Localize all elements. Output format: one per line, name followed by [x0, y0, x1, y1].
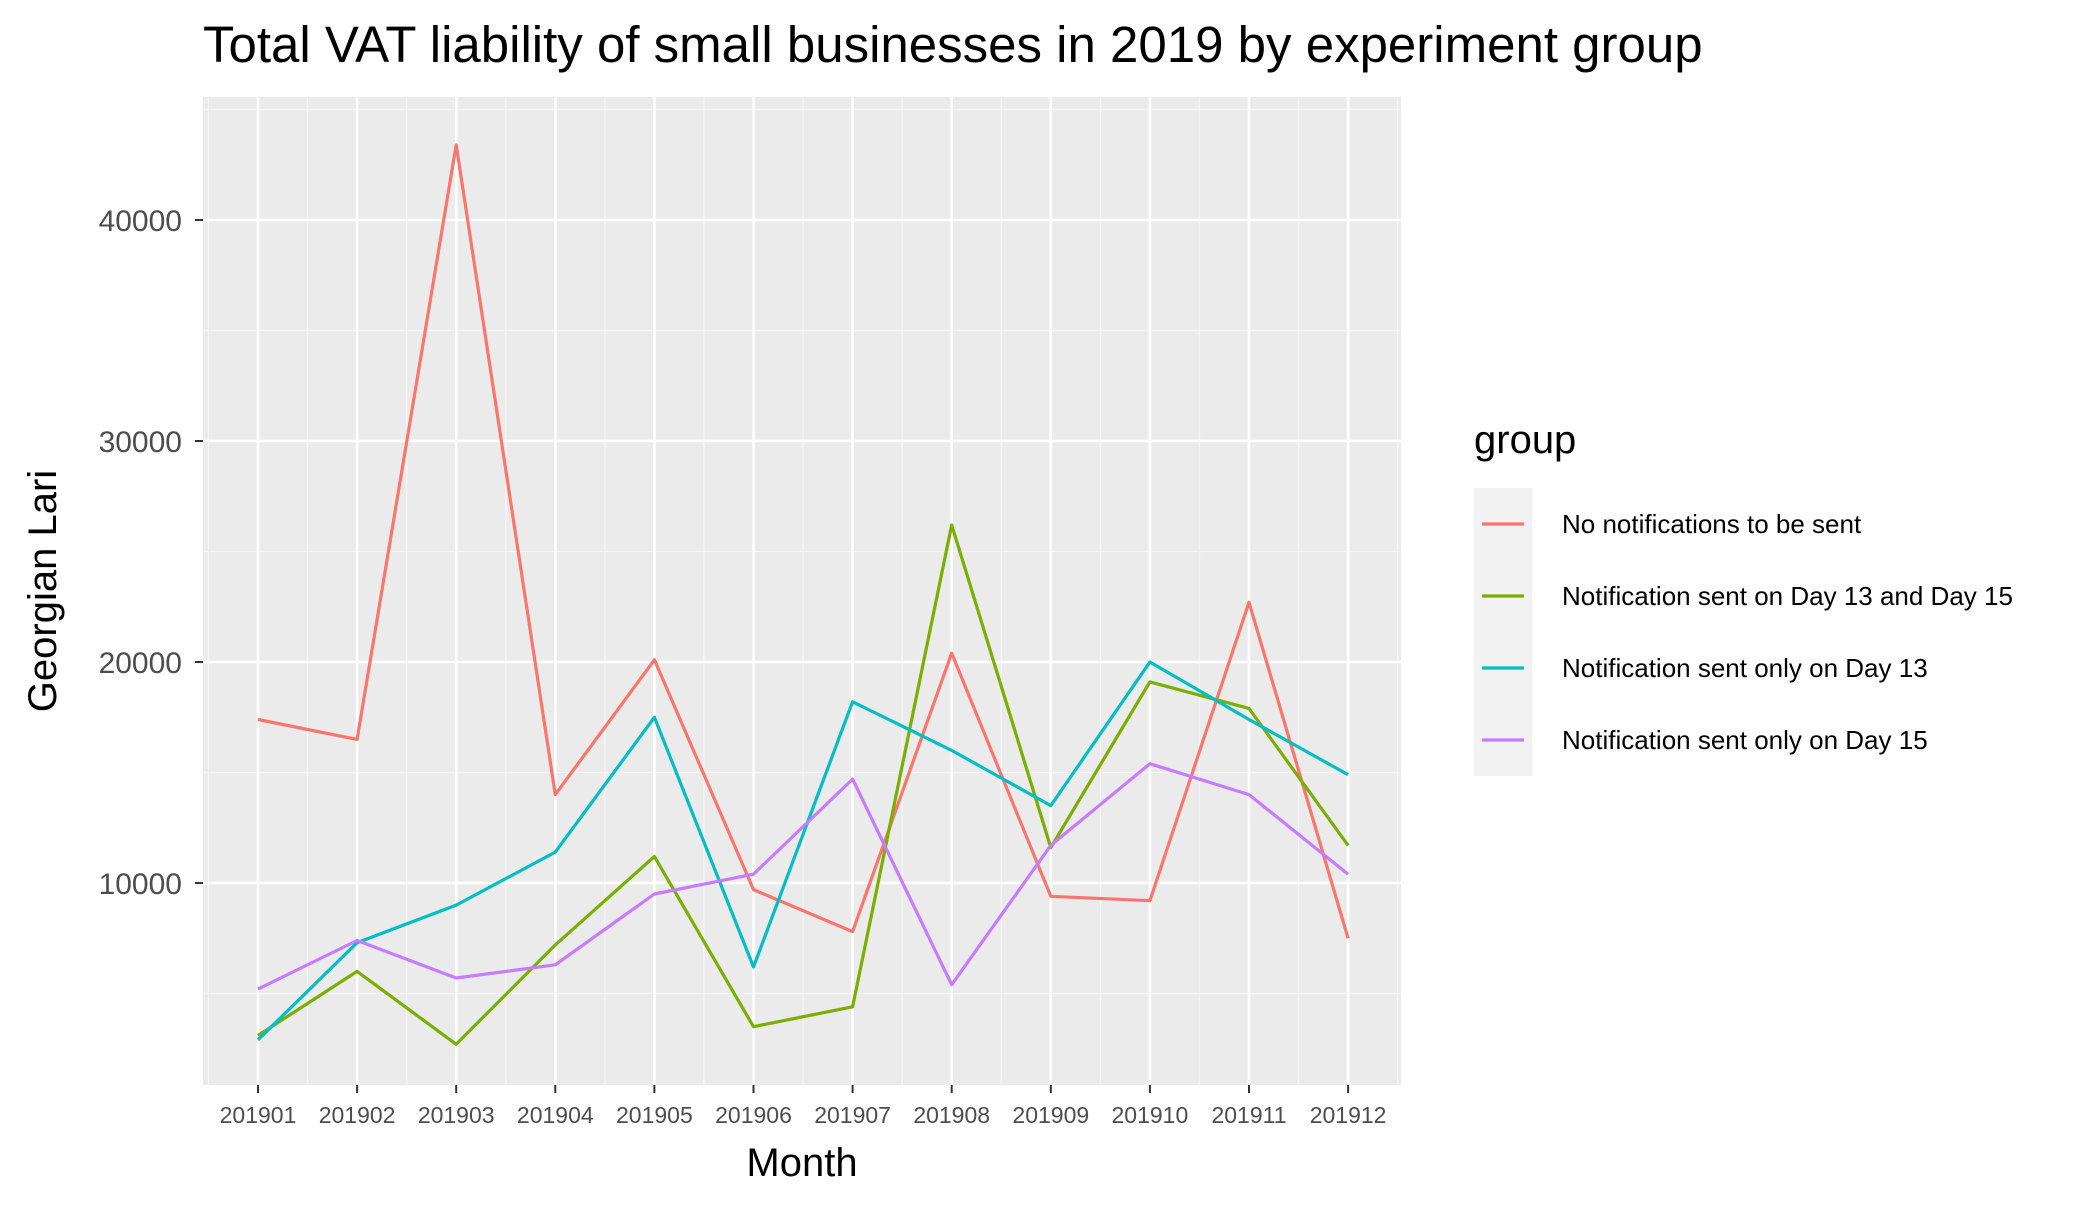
- x-tick-label: 201905: [616, 1102, 693, 1128]
- y-tick-label: 20000: [99, 647, 182, 680]
- legend-label: Notification sent on Day 13 and Day 15: [1562, 581, 2013, 611]
- legend-label: Notification sent only on Day 15: [1562, 725, 1928, 755]
- grid-minor: [203, 97, 1401, 1085]
- x-tick-label: 201904: [517, 1102, 594, 1128]
- x-axis: 201901 201902 201903 201904 201905 201906 2019…: [220, 1085, 1387, 1128]
- x-tick-label: 201906: [715, 1102, 792, 1128]
- series-line: [256, 660, 1349, 1042]
- x-axis-title: Month: [746, 1141, 857, 1185]
- series-layer: [256, 143, 1350, 1046]
- legend: group No notifications to be sent Notific…: [1474, 418, 2013, 776]
- grid-major: [203, 97, 1401, 1085]
- x-tick-label: 201901: [220, 1102, 297, 1128]
- x-tick-label: 201907: [814, 1102, 891, 1128]
- y-tick-label: 30000: [99, 426, 182, 459]
- y-axis-title: Georgian Lari: [21, 470, 65, 712]
- legend-label: No notifications to be sent: [1562, 509, 1862, 539]
- series-line: [257, 762, 1350, 991]
- x-tick-label: 201909: [1012, 1102, 1089, 1128]
- legend-label: Notification sent only on Day 13: [1562, 653, 1928, 683]
- x-tick-label: 201910: [1112, 1102, 1189, 1128]
- series-line: [257, 143, 1350, 939]
- legend-items: No notifications to be sent Notification …: [1474, 488, 2013, 776]
- x-tick-label: 201911: [1211, 1102, 1286, 1128]
- legend-title: group: [1474, 418, 1576, 462]
- x-tick-label: 201903: [418, 1102, 495, 1128]
- plot-panel: [203, 97, 1401, 1085]
- x-tick-label: 201908: [913, 1102, 990, 1128]
- x-tick-label: 201902: [319, 1102, 396, 1128]
- y-tick-label: 40000: [99, 205, 182, 238]
- chart-title: Total VAT liability of small businesses …: [203, 16, 1703, 73]
- x-tick-label: 201912: [1310, 1102, 1387, 1128]
- series-line: [257, 523, 1350, 1046]
- y-tick-label: 10000: [99, 868, 182, 901]
- y-axis: 10000 20000 30000 40000: [99, 205, 203, 901]
